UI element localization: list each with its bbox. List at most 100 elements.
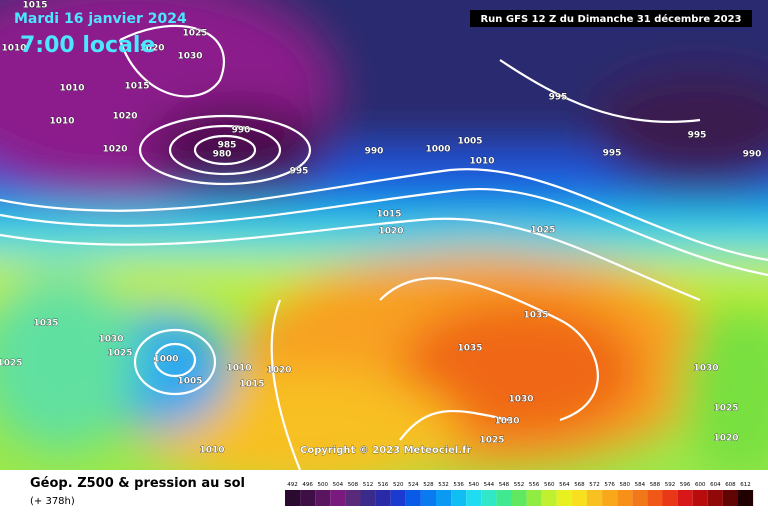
legend-label: 592 (665, 482, 676, 488)
legend-label: 568 (574, 482, 585, 488)
isobar-label: 1035 (33, 319, 58, 329)
forecast-time: 7:00 locale (20, 33, 155, 58)
isobar-label: 1020 (266, 366, 291, 376)
isobars (0, 24, 768, 470)
isobar-label: 1010 (1, 44, 26, 54)
legend-swatch (345, 490, 361, 506)
isobar-label: 1020 (378, 227, 403, 237)
legend-swatch (330, 490, 346, 506)
isobar-label: 995 (290, 167, 309, 177)
legend-label: 504 (333, 482, 344, 488)
legend-swatch (451, 490, 467, 506)
legend-swatch (300, 490, 316, 506)
legend-label: 584 (635, 482, 646, 488)
isobar-label: 1000 (153, 355, 178, 365)
legend-swatch (602, 490, 618, 506)
isobar-label: 990 (365, 147, 384, 157)
legend-swatch (466, 490, 482, 506)
isobar-label: 1025 (479, 436, 504, 446)
legend-swatch (707, 490, 723, 506)
legend-label: 580 (620, 482, 631, 488)
isobar-label: 1025 (713, 404, 738, 414)
legend-label: 536 (453, 482, 464, 488)
legend-label: 500 (318, 482, 329, 488)
legend-swatch (738, 490, 754, 506)
legend-label: 528 (423, 482, 434, 488)
isobar-label: 1030 (98, 335, 123, 345)
legend-label: 492 (287, 482, 298, 488)
isobar-label: 1000 (425, 145, 450, 155)
isobar-label: 1025 (107, 349, 132, 359)
isobar-label: 1030 (508, 395, 533, 405)
legend-swatch (677, 490, 693, 506)
legend-label: 564 (559, 482, 570, 488)
copyright: Copyright © 2023 Meteociel.fr (300, 445, 471, 456)
legend-label: 552 (514, 482, 525, 488)
legend-label: 600 (695, 482, 706, 488)
run-banner (470, 10, 752, 27)
legend-label: 496 (302, 482, 313, 488)
forecast-date: Mardi 16 janvier 2024 (14, 11, 187, 27)
isobar-label: 1020 (102, 145, 127, 155)
isobar-label: 1015 (239, 380, 264, 390)
legend-swatch (375, 490, 391, 506)
legend-label: 608 (725, 482, 736, 488)
isobar-label: 1025 (182, 29, 207, 39)
legend-label: 604 (710, 482, 721, 488)
legend-label: 572 (589, 482, 600, 488)
isobar-label: 1010 (226, 364, 251, 374)
legend-label: 560 (544, 482, 555, 488)
isobar-label: 1020 (713, 434, 738, 444)
legend-swatch (390, 490, 406, 506)
legend-label: 512 (363, 482, 374, 488)
legend-label: 520 (393, 482, 404, 488)
isobar-label: 985 (218, 141, 237, 151)
legend-swatch (496, 490, 512, 506)
footer-lead: (+ 378h) (30, 496, 75, 507)
legend-label: 544 (484, 482, 495, 488)
isobar-label: 1005 (177, 377, 202, 387)
legend-swatch (587, 490, 603, 506)
legend-label: 548 (499, 482, 510, 488)
run-info: Run GFS 12 Z du Dimanche 31 décembre 202… (480, 13, 741, 25)
legend-swatch (436, 490, 452, 506)
isobar-label: 1015 (124, 82, 149, 92)
isobar-label: 1020 (139, 44, 164, 54)
isobar-label: 1010 (59, 84, 84, 94)
legend-label: 540 (469, 482, 480, 488)
isobar-label: 1020 (112, 112, 137, 122)
legend-swatch (315, 490, 331, 506)
isobar-label: 990 (743, 150, 762, 160)
legend-label: 516 (378, 482, 389, 488)
legend-swatch (541, 490, 557, 506)
legend-swatch (647, 490, 663, 506)
legend-swatch (285, 490, 301, 506)
isobar-label: 1010 (49, 117, 74, 127)
legend-label: 508 (348, 482, 359, 488)
legend-swatch (556, 490, 572, 506)
legend-swatch (526, 490, 542, 506)
isobar-label: 1030 (693, 364, 718, 374)
map: 1015 1010 1020 1025 1030 1010 1015 1010 1020 1020… (0, 0, 768, 470)
legend-label: 524 (408, 482, 419, 488)
footer-title: Géop. Z500 & pression au sol (30, 476, 245, 491)
legend-swatch (662, 490, 678, 506)
isobar-label: 1010 (199, 446, 224, 456)
isobar-label: 1015 (376, 210, 401, 220)
isobar-label: 1010 (469, 157, 494, 167)
isobar-label: 1025 (530, 226, 555, 236)
legend-label: 556 (529, 482, 540, 488)
isobar-label: 995 (549, 93, 568, 103)
legend-swatch (481, 490, 497, 506)
isobar-label: 1015 (22, 1, 47, 11)
legend: 492 496 500 504 508 512 516 520 524 528 532 536 540 5… (285, 482, 754, 506)
legend-swatch (617, 490, 633, 506)
isobar-label: 990 (232, 126, 251, 136)
legend-swatch (692, 490, 708, 506)
legend-swatch (632, 490, 648, 506)
legend-swatch (571, 490, 587, 506)
legend-swatch (420, 490, 436, 506)
isobar-labels: 1015 1010 1020 1025 1030 1010 1015 1010 1020 1020… (0, 0, 762, 456)
legend-label: 588 (650, 482, 661, 488)
